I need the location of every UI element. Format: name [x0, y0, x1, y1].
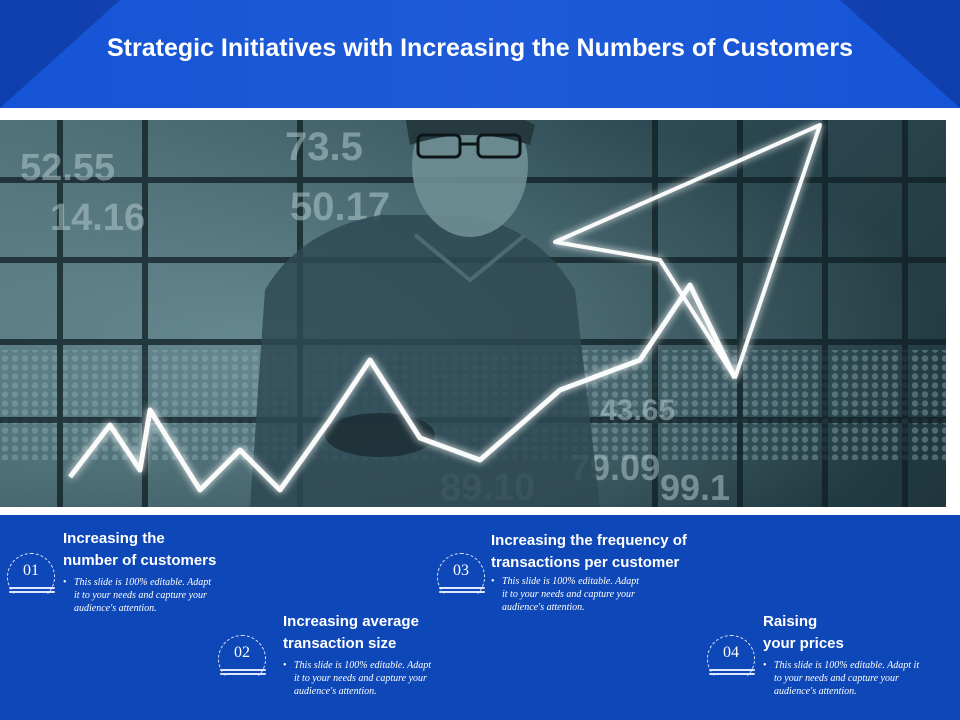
step-badge-1: 01 — [7, 553, 57, 603]
stock-growth-illustration: 73.5 50.17 52.55 14.16 79.09 43.65 89.10… — [0, 120, 946, 507]
initiative-description-3: • This slide is 100% editable. Adapt it … — [491, 576, 640, 613]
ticker-number: 14.16 — [50, 197, 145, 239]
slide-title: Strategic Initiatives with Increasing th… — [106, 34, 853, 62]
initiative-heading-1: Increasing the number of customers — [63, 530, 217, 569]
step-badge-3: 03 — [437, 553, 487, 603]
ticker-number: 99.1 — [660, 467, 730, 507]
ticker-number: 52.55 — [20, 147, 115, 189]
header-right-corner — [840, 0, 960, 108]
initiative-description-4: • This slide is 100% editable. Adapt it … — [763, 660, 920, 697]
ticker-number: 43.65 — [600, 394, 675, 427]
step-badge-2: 02 — [218, 635, 268, 685]
step-badge-4: 04 — [707, 635, 757, 685]
initiative-heading-2: Increasing average transaction size — [283, 613, 419, 652]
initiatives-panel: 01 Increasing the number of customers • … — [0, 515, 960, 720]
header-left-corner — [0, 0, 120, 108]
hero-image: 73.5 50.17 52.55 14.16 79.09 43.65 89.10… — [0, 120, 946, 507]
growth-arrow-icon — [68, 123, 822, 493]
initiative-heading-3: Increasing the frequency of transactions… — [491, 532, 687, 571]
ticker-number: 73.5 — [285, 125, 363, 169]
initiative-description-2: • This slide is 100% editable. Adapt it … — [283, 660, 432, 697]
initiative-heading-4: Raising your prices — [763, 613, 844, 652]
initiative-description-1: • This slide is 100% editable. Adapt it … — [63, 577, 212, 614]
header-banner: Strategic Initiatives with Increasing th… — [0, 0, 960, 108]
